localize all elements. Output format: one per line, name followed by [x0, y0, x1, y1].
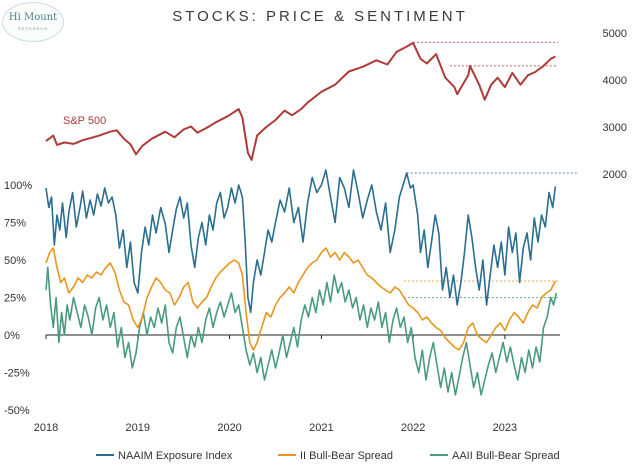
x-tick-label-2023: 2023: [493, 422, 517, 434]
aaii-bull-bear-spread-line: [45, 266, 558, 396]
left-tick-label-100: 100%: [4, 180, 32, 192]
chart-title: STOCKS: PRICE & SENTIMENT: [172, 8, 468, 25]
x-tick-label-2021: 2021: [309, 422, 333, 434]
right-tick-label-4000: 4000: [603, 75, 627, 87]
naaim-exposure-index-line: [45, 169, 557, 314]
legend-label-aaii-bull-bear-spread: AAII Bull-Bear Spread: [452, 450, 560, 462]
sandp-500-line: [45, 41, 556, 161]
x-tick-label-2018: 2018: [34, 422, 58, 434]
legend-label-ii-bull-bear-spread: II Bull-Bear Spread: [300, 450, 393, 462]
brand-logo: Hi Mount RESEARCH: [2, 2, 64, 42]
left-tick-label-0: 0%: [4, 330, 20, 342]
legend-label-naaim-exposure-index: NAAIM Exposure Index: [118, 450, 233, 462]
left-tick-label-25: 25%: [4, 293, 26, 305]
left-tick-label-neg25: -25%: [4, 368, 30, 380]
brand-name: Hi Mount: [8, 12, 58, 23]
right-tick-label-5000: 5000: [603, 28, 627, 40]
x-tick-label-2020: 2020: [217, 422, 241, 434]
right-tick-label-3000: 3000: [603, 122, 627, 134]
brand-tagline: RESEARCH: [17, 26, 49, 31]
left-tick-label-neg50: -50%: [4, 405, 30, 417]
left-tick-label-75: 75%: [4, 218, 26, 230]
x-tick-label-2022: 2022: [401, 422, 425, 434]
x-tick-label-2019: 2019: [126, 422, 150, 434]
sp500-label: S&P 500: [63, 115, 106, 127]
right-tick-label-2000: 2000: [603, 169, 627, 181]
ii-bull-bear-spread-line: [45, 247, 557, 351]
left-tick-label-50: 50%: [4, 255, 26, 267]
